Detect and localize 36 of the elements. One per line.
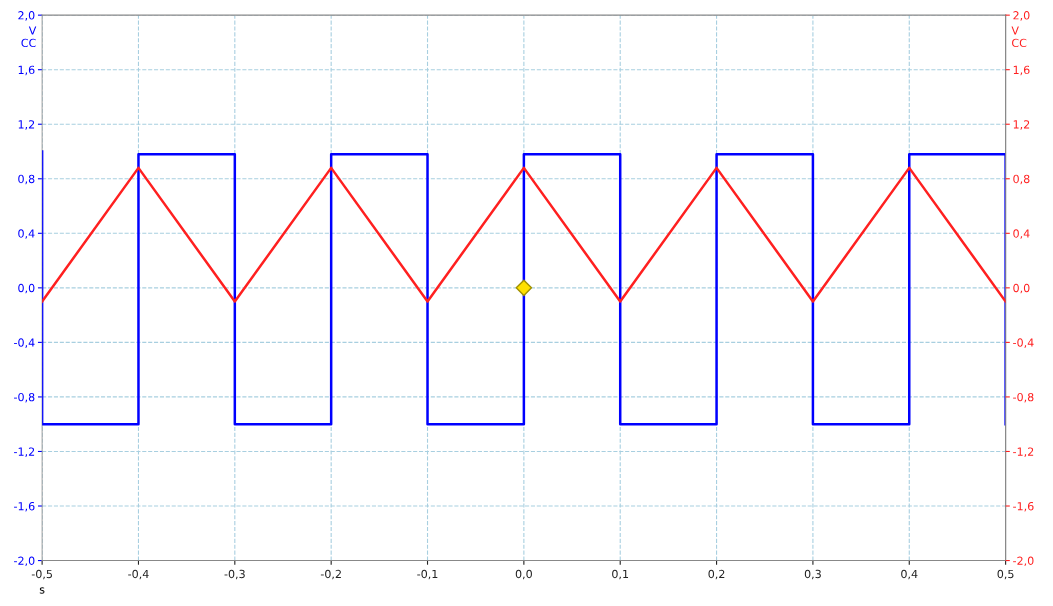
y-tick-label: 2,0: [18, 11, 35, 21]
y2-tick-label: -1,2: [1013, 447, 1034, 457]
x-tick-label: 0,2: [708, 569, 725, 580]
y-tick-label: -0,8: [14, 392, 35, 403]
y2-tick-label: -0,8: [1013, 392, 1034, 403]
y2-tick-label: 0,0: [1013, 283, 1030, 294]
x-tick-label: -0,3: [224, 569, 245, 580]
x-tick-label: 0,4: [901, 569, 918, 580]
y2-tick-label: 0,8: [1013, 174, 1030, 185]
x-tick-label: 0,5: [997, 569, 1014, 580]
y-tick-label: 0,0: [18, 283, 35, 294]
y2-tick-label: 1,6: [1013, 65, 1030, 76]
x-tick-label: -0,4: [128, 569, 149, 580]
y-tick-label: -0,4: [14, 338, 35, 348]
x-tick-label: -0,5: [31, 569, 52, 580]
x-tick-label: -0,2: [320, 569, 341, 580]
x-tick-label: -0,1: [417, 569, 438, 580]
y2-tick-label: 0,4: [1013, 229, 1030, 239]
y2-tick-label: -0,4: [1013, 338, 1034, 348]
y-tick-label: 1,2: [18, 120, 35, 130]
y2-tick-label: -1,6: [1013, 501, 1034, 512]
x-tick-label: 0,1: [612, 569, 629, 580]
y-tick-label: 1,6: [18, 65, 35, 76]
y-tick-label: -2,0: [14, 556, 35, 567]
y-tick-label: 0,8: [18, 174, 35, 185]
y-tick-label: -1,6: [14, 501, 35, 512]
y2-tick-label: -2,0: [1013, 556, 1034, 567]
x-axis-title: s: [39, 587, 45, 594]
y2-tick-label: 2,0: [1013, 11, 1030, 21]
y-tick-label: -1,2: [14, 447, 35, 457]
y2-tick-label: 1,2: [1013, 120, 1030, 130]
x-tick-label: 0,0: [515, 569, 532, 580]
y-axis-title: V CC: [21, 26, 37, 48]
x-tick-label: 0,3: [804, 569, 821, 580]
y-tick-label: 0,4: [18, 229, 35, 239]
y2-axis-title: V CC: [1011, 26, 1027, 48]
